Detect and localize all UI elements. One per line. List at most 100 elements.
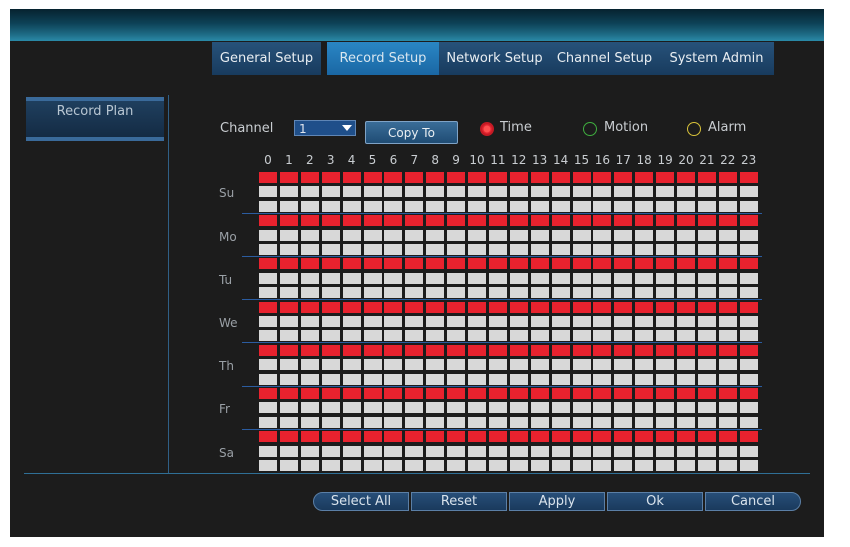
schedule-cell[interactable] bbox=[718, 200, 737, 212]
schedule-cell[interactable] bbox=[697, 200, 716, 212]
schedule-cell[interactable] bbox=[384, 200, 403, 212]
schedule-cell[interactable] bbox=[572, 330, 591, 342]
schedule-cell[interactable] bbox=[635, 172, 654, 183]
schedule-cell[interactable] bbox=[342, 316, 361, 327]
schedule-cell[interactable] bbox=[468, 330, 486, 342]
select-all-button[interactable]: Select All bbox=[313, 492, 409, 511]
schedule-cell[interactable] bbox=[677, 344, 695, 356]
schedule-cell[interactable] bbox=[572, 359, 591, 371]
schedule-cell[interactable] bbox=[509, 316, 528, 327]
schedule-cell[interactable] bbox=[342, 200, 361, 212]
schedule-cell[interactable] bbox=[447, 272, 466, 284]
schedule-cell[interactable] bbox=[635, 330, 654, 342]
schedule-cell[interactable] bbox=[426, 344, 445, 356]
schedule-cell[interactable] bbox=[279, 316, 298, 327]
schedule-cell[interactable] bbox=[468, 373, 486, 385]
schedule-cell[interactable] bbox=[405, 330, 424, 342]
schedule-cell[interactable] bbox=[447, 330, 466, 342]
schedule-cell[interactable] bbox=[259, 258, 277, 270]
schedule-cell[interactable] bbox=[426, 445, 445, 457]
schedule-cell[interactable] bbox=[509, 431, 528, 443]
schedule-cell[interactable] bbox=[405, 388, 424, 399]
schedule-cell[interactable] bbox=[551, 186, 570, 198]
schedule-cell[interactable] bbox=[739, 388, 758, 399]
schedule-cell[interactable] bbox=[614, 229, 633, 241]
schedule-cell[interactable] bbox=[300, 402, 319, 414]
schedule-cell[interactable] bbox=[488, 402, 507, 414]
schedule-cell[interactable] bbox=[279, 258, 298, 270]
schedule-cell[interactable] bbox=[342, 258, 361, 270]
schedule-cell[interactable] bbox=[551, 172, 570, 183]
schedule-cell[interactable] bbox=[718, 416, 737, 428]
schedule-cell[interactable] bbox=[614, 301, 633, 313]
schedule-cell[interactable] bbox=[614, 186, 633, 198]
schedule-cell[interactable] bbox=[300, 186, 319, 198]
schedule-cell[interactable] bbox=[593, 172, 612, 183]
schedule-cell[interactable] bbox=[697, 359, 716, 371]
schedule-cell[interactable] bbox=[384, 215, 403, 227]
schedule-cell[interactable] bbox=[405, 172, 424, 183]
schedule-cell[interactable] bbox=[530, 172, 549, 183]
schedule-cell[interactable] bbox=[363, 388, 382, 399]
schedule-cell[interactable] bbox=[551, 229, 570, 241]
schedule-cell[interactable] bbox=[635, 359, 654, 371]
schedule-cell[interactable] bbox=[342, 330, 361, 342]
schedule-cell[interactable] bbox=[656, 359, 675, 371]
schedule-cell[interactable] bbox=[551, 316, 570, 327]
schedule-cell[interactable] bbox=[426, 229, 445, 241]
schedule-cell[interactable] bbox=[614, 373, 633, 385]
schedule-cell[interactable] bbox=[509, 244, 528, 255]
schedule-cell[interactable] bbox=[530, 388, 549, 399]
schedule-cell[interactable] bbox=[572, 200, 591, 212]
schedule-cell[interactable] bbox=[259, 388, 277, 399]
schedule-cell[interactable] bbox=[697, 172, 716, 183]
schedule-cell[interactable] bbox=[635, 272, 654, 284]
schedule-cell[interactable] bbox=[635, 402, 654, 414]
schedule-cell[interactable] bbox=[635, 186, 654, 198]
schedule-cell[interactable] bbox=[739, 172, 758, 183]
schedule-cell[interactable] bbox=[488, 186, 507, 198]
schedule-cell[interactable] bbox=[405, 229, 424, 241]
schedule-cell[interactable] bbox=[342, 301, 361, 313]
schedule-cell[interactable] bbox=[342, 186, 361, 198]
schedule-cell[interactable] bbox=[363, 272, 382, 284]
schedule-cell[interactable] bbox=[551, 388, 570, 399]
schedule-cell[interactable] bbox=[405, 359, 424, 371]
schedule-cell[interactable] bbox=[363, 402, 382, 414]
schedule-cell[interactable] bbox=[530, 301, 549, 313]
schedule-cell[interactable] bbox=[614, 272, 633, 284]
schedule-cell[interactable] bbox=[259, 402, 277, 414]
schedule-cell[interactable] bbox=[697, 301, 716, 313]
schedule-cell[interactable] bbox=[530, 229, 549, 241]
schedule-cell[interactable] bbox=[384, 186, 403, 198]
schedule-cell[interactable] bbox=[739, 272, 758, 284]
schedule-cell[interactable] bbox=[656, 258, 675, 270]
schedule-cell[interactable] bbox=[279, 186, 298, 198]
schedule-cell[interactable] bbox=[384, 445, 403, 457]
schedule-cell[interactable] bbox=[635, 460, 654, 471]
schedule-cell[interactable] bbox=[468, 244, 486, 255]
schedule-cell[interactable] bbox=[279, 330, 298, 342]
schedule-cell[interactable] bbox=[447, 316, 466, 327]
schedule-cell[interactable] bbox=[656, 402, 675, 414]
schedule-cell[interactable] bbox=[551, 460, 570, 471]
schedule-cell[interactable] bbox=[488, 200, 507, 212]
schedule-cell[interactable] bbox=[530, 359, 549, 371]
schedule-cell[interactable] bbox=[279, 287, 298, 299]
schedule-cell[interactable] bbox=[739, 373, 758, 385]
schedule-cell[interactable] bbox=[363, 287, 382, 299]
schedule-cell[interactable] bbox=[279, 402, 298, 414]
schedule-cell[interactable] bbox=[739, 445, 758, 457]
schedule-cell[interactable] bbox=[488, 301, 507, 313]
schedule-cell[interactable] bbox=[300, 287, 319, 299]
schedule-cell[interactable] bbox=[342, 344, 361, 356]
schedule-cell[interactable] bbox=[363, 172, 382, 183]
schedule-cell[interactable] bbox=[697, 431, 716, 443]
schedule-cell[interactable] bbox=[468, 402, 486, 414]
schedule-cell[interactable] bbox=[405, 373, 424, 385]
schedule-cell[interactable] bbox=[363, 431, 382, 443]
schedule-cell[interactable] bbox=[468, 301, 486, 313]
schedule-cell[interactable] bbox=[739, 244, 758, 255]
schedule-cell[interactable] bbox=[279, 215, 298, 227]
schedule-cell[interactable] bbox=[384, 229, 403, 241]
